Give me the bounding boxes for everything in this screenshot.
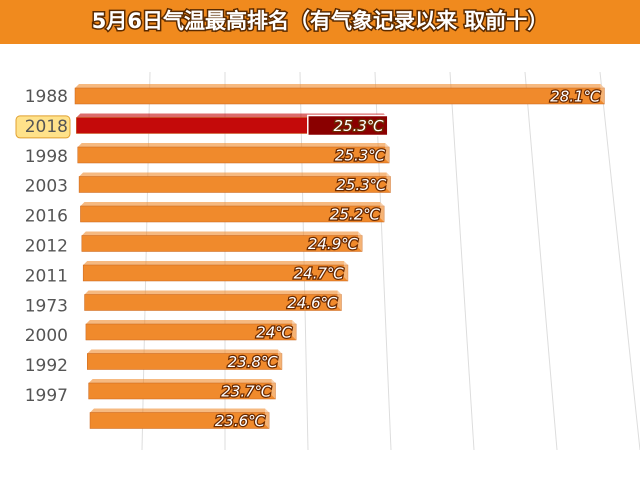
bar-top <box>77 143 390 147</box>
value-label: 24.9℃ <box>308 235 358 253</box>
value-label-box <box>307 114 389 137</box>
bar <box>89 412 270 429</box>
y-tick-label: 1998 <box>25 147 68 167</box>
y-tick-label: 1973 <box>25 296 68 316</box>
value-label: 23.6℃ <box>215 412 265 430</box>
bar-top <box>85 320 297 324</box>
bar-top <box>83 261 348 265</box>
bar-end <box>265 408 270 429</box>
bar-end <box>358 231 363 252</box>
bar-end <box>292 320 297 340</box>
bar-end <box>380 202 385 222</box>
bar <box>84 294 342 311</box>
value-label: 24.7℃ <box>294 265 344 283</box>
value-label: 25.3℃ <box>335 147 385 165</box>
y-tick-label: 2003 <box>25 177 68 197</box>
bar-top <box>80 202 385 206</box>
category-highlight <box>15 115 71 139</box>
bar <box>78 176 391 193</box>
bar <box>82 264 349 282</box>
y-tick-label: 1997 <box>25 386 68 406</box>
title-bar <box>0 0 640 44</box>
value-label: 24.6℃ <box>287 294 337 312</box>
value-label: 23.8℃ <box>228 353 278 371</box>
bar-end <box>600 84 605 104</box>
bar-end <box>386 172 391 193</box>
bar-top <box>87 349 282 354</box>
bar-top <box>84 290 342 295</box>
grid-line <box>599 71 640 451</box>
y-tick-label: 2016 <box>25 207 68 227</box>
bar <box>80 205 385 223</box>
bar-top <box>88 379 276 383</box>
chart-title: 5月6日气温最高排名（有气象记录以来 取前十） <box>92 9 549 33</box>
value-label: 25.3℃ <box>334 117 384 135</box>
y-tick-label: 2018 <box>25 117 68 137</box>
bar <box>81 235 363 252</box>
bar-top <box>81 231 363 236</box>
value-label: 24℃ <box>256 324 292 342</box>
bar <box>88 382 276 400</box>
bar-end <box>337 290 342 311</box>
bar <box>77 146 390 164</box>
bar <box>85 323 297 341</box>
bar <box>87 353 283 370</box>
bar-top <box>90 408 270 413</box>
bar-end <box>277 349 282 370</box>
value-label: 25.3℃ <box>336 176 386 194</box>
value-label: 28.1℃ <box>550 88 600 106</box>
grid-line <box>449 71 475 451</box>
bar-top <box>79 172 391 177</box>
bar-end <box>385 143 390 163</box>
value-label: 25.2℃ <box>330 206 380 224</box>
bar-end <box>343 261 348 281</box>
bar-top <box>75 84 605 88</box>
y-tick-label: 2000 <box>25 326 68 346</box>
y-tick-label: 1988 <box>25 87 68 107</box>
y-tick-label: 2012 <box>25 237 68 257</box>
grid-line <box>524 71 558 451</box>
bar-end <box>271 379 276 399</box>
value-label: 23.7℃ <box>221 383 271 401</box>
y-tick-label: 1992 <box>25 356 68 376</box>
y-tick-label: 2011 <box>25 266 68 286</box>
bar <box>74 87 605 105</box>
